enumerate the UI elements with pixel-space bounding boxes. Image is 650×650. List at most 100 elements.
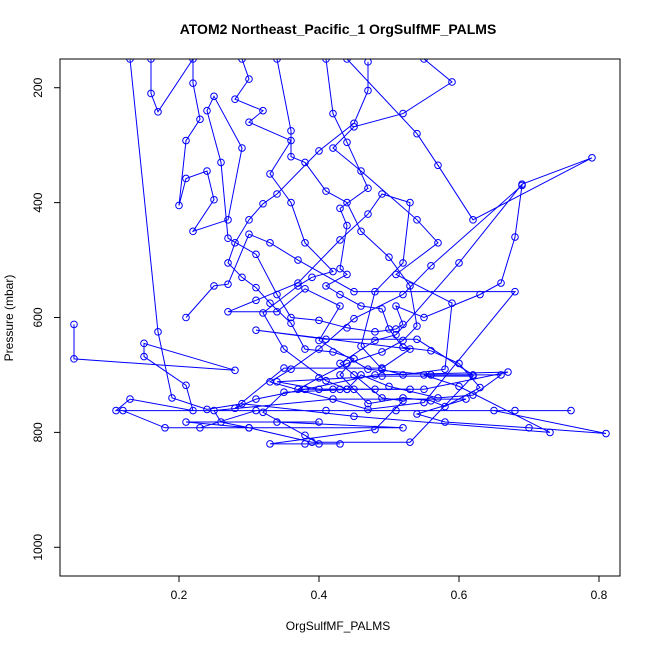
data-point	[364, 405, 372, 414]
data-point	[476, 383, 484, 392]
data-point	[420, 313, 428, 322]
data-point	[350, 371, 358, 379]
data-point	[203, 106, 211, 115]
data-point	[441, 418, 449, 426]
data-point	[427, 262, 435, 270]
data-point	[420, 385, 428, 394]
data-point	[301, 284, 309, 293]
data-point	[364, 59, 372, 66]
data-point	[231, 404, 239, 413]
data-point	[399, 343, 407, 352]
data-point	[392, 302, 400, 310]
data-point	[266, 299, 274, 307]
y-tick-label: 800	[31, 422, 45, 442]
data-point	[301, 440, 309, 448]
data-point	[448, 78, 456, 86]
data-point	[210, 92, 218, 101]
data-point	[371, 371, 379, 379]
data-point	[434, 394, 442, 402]
data-point	[280, 364, 288, 372]
y-tick-label: 400	[31, 192, 45, 212]
data-point	[357, 302, 365, 310]
data-point	[273, 190, 281, 198]
data-point	[343, 270, 351, 279]
data-point	[280, 388, 288, 396]
data-point	[427, 371, 435, 379]
y-tick-label: 600	[31, 307, 45, 327]
series-line	[227, 59, 481, 408]
data-point	[364, 365, 372, 374]
data-point	[518, 180, 526, 189]
data-point	[287, 313, 295, 322]
data-point	[238, 273, 246, 282]
data-point	[476, 290, 484, 299]
data-point	[308, 273, 316, 282]
data-point	[336, 204, 344, 213]
data-point	[175, 201, 183, 210]
data-point	[385, 325, 393, 333]
data-point	[294, 282, 302, 290]
data-point	[469, 216, 477, 224]
data-point	[350, 412, 358, 421]
chart-title: ATOM2 Northeast_Pacific_1 OrgSulfMF_PALM…	[180, 21, 497, 37]
data-point	[266, 170, 274, 178]
data-point	[336, 290, 344, 299]
data-point	[329, 348, 337, 356]
data-point	[364, 399, 372, 408]
data-point	[441, 402, 449, 411]
data-point	[70, 320, 78, 329]
data-point	[336, 264, 344, 273]
data-point	[413, 129, 421, 138]
data-point	[329, 144, 337, 152]
data-point	[189, 79, 197, 87]
y-axis-label: Pressure (mbar)	[2, 275, 16, 362]
data-point	[224, 280, 232, 288]
data-point	[546, 428, 554, 437]
data-point	[70, 355, 78, 363]
data-point	[224, 216, 232, 224]
data-point	[329, 109, 337, 118]
data-point	[392, 270, 400, 279]
data-point	[301, 239, 309, 247]
data-point	[231, 239, 239, 247]
data-point	[413, 410, 421, 418]
data-point	[364, 210, 372, 218]
data-point	[399, 320, 407, 329]
data-point	[399, 290, 407, 299]
data-point	[259, 199, 267, 208]
x-tick-label: 0.4	[311, 588, 328, 602]
data-point	[182, 381, 190, 390]
data-point	[231, 366, 239, 375]
data-point	[378, 305, 386, 313]
data-point	[336, 359, 344, 368]
data-point	[266, 440, 274, 448]
data-point	[357, 227, 365, 236]
data-point	[364, 184, 372, 193]
data-point	[245, 230, 253, 239]
data-point	[252, 296, 260, 305]
data-point	[294, 256, 302, 264]
data-point	[266, 239, 274, 247]
series-layer	[70, 59, 610, 448]
data-point	[455, 359, 463, 368]
data-point	[259, 408, 267, 417]
data-point	[504, 368, 512, 376]
data-point	[189, 227, 197, 236]
data-point	[588, 154, 596, 162]
data-point	[371, 425, 379, 434]
data-point	[210, 406, 218, 415]
x-tick-label: 0.2	[171, 588, 188, 602]
data-point	[357, 167, 365, 175]
data-point	[399, 394, 407, 402]
data-point	[315, 345, 323, 353]
data-point	[420, 398, 428, 407]
data-point	[196, 115, 204, 124]
data-point	[350, 287, 358, 296]
data-point	[350, 385, 358, 394]
data-point	[525, 423, 533, 432]
data-point	[245, 423, 253, 432]
data-point	[154, 108, 162, 116]
y-tick-label: 200	[31, 77, 45, 97]
x-axis-label: OrgSulfMF_PALMS	[286, 619, 390, 633]
